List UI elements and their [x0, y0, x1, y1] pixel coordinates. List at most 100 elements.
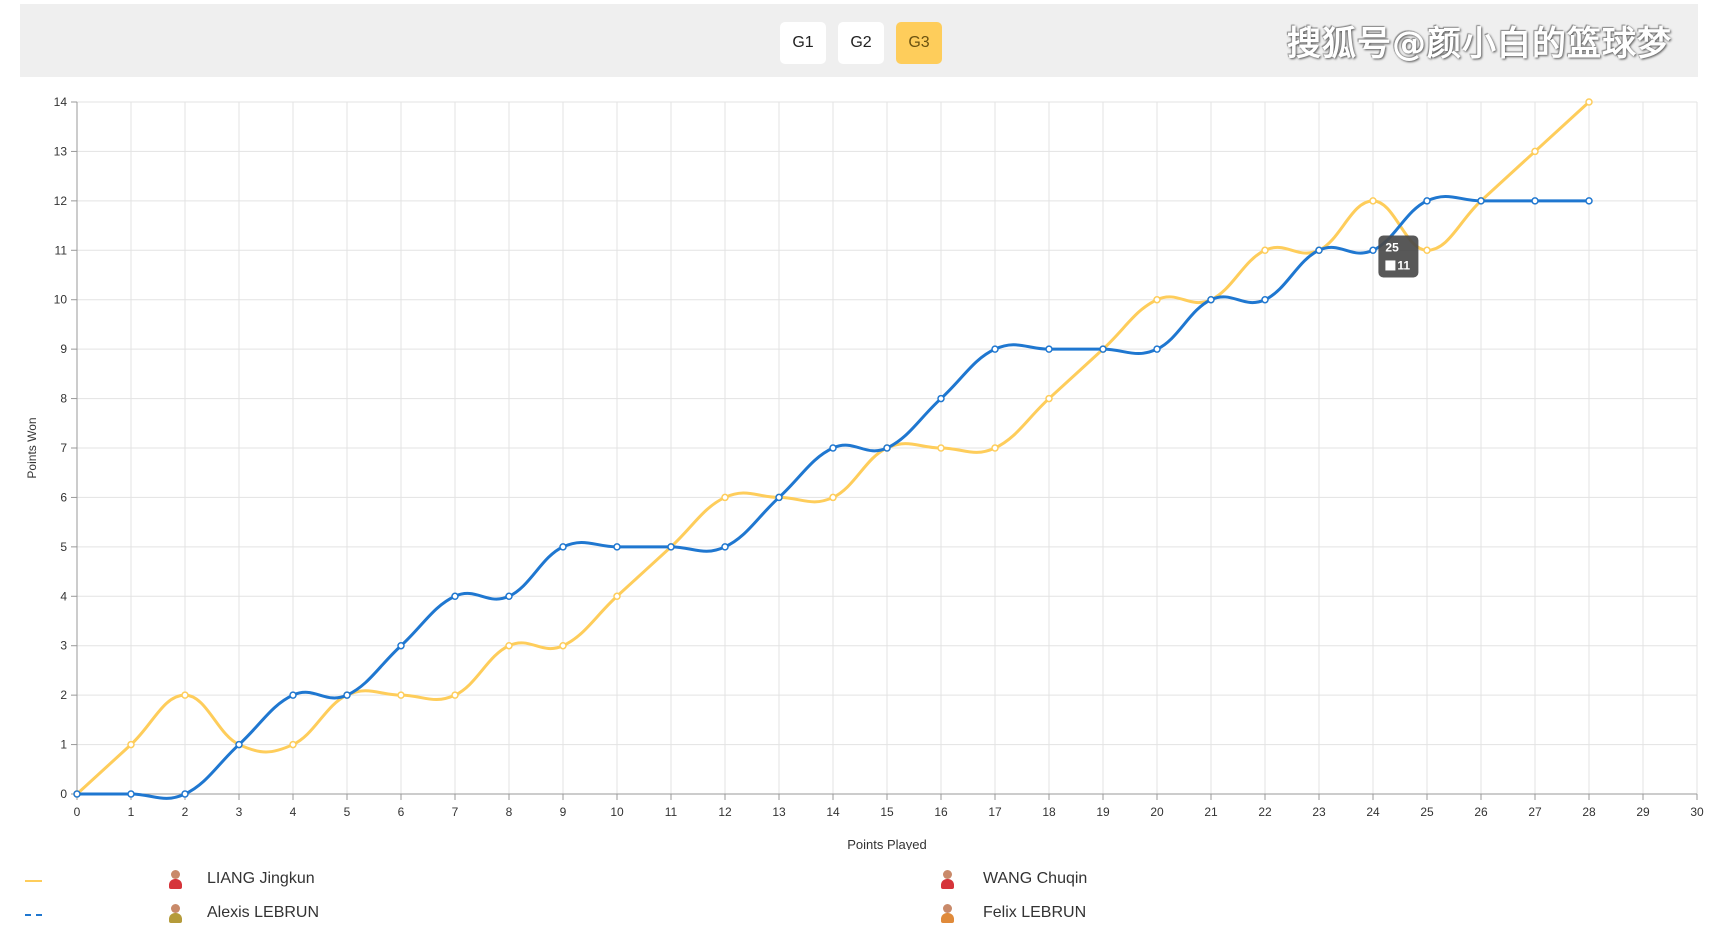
y-tick-label: 11: [55, 243, 68, 257]
series-point-0: [181, 691, 189, 699]
player-avatar-icon: [168, 870, 182, 890]
game-selector-bar: G1 G2 G3 搜狐号@颜小白的篮球梦: [20, 4, 1698, 77]
y-tick-label: 2: [60, 688, 67, 702]
legend-player-felix: Felix LEBRUN: [983, 904, 1087, 921]
x-tick-label: 10: [610, 805, 624, 819]
series-point-1: [181, 790, 189, 798]
series-point-1: [1531, 197, 1539, 205]
legend-player-alexis: Alexis LEBRUN: [207, 904, 320, 921]
series-point-0: [127, 740, 135, 749]
x-tick-label: 26: [1474, 805, 1488, 819]
x-tick-label: 22: [1258, 805, 1272, 819]
series-point-1: [1315, 246, 1323, 255]
series-point-0: [991, 444, 999, 452]
x-tick-label: 0: [74, 805, 81, 819]
y-tick-label: 8: [60, 392, 67, 406]
series-point-1: [1585, 197, 1593, 205]
series-point-0: [1423, 246, 1431, 255]
series-point-1: [559, 543, 567, 551]
y-tick-label: 0: [60, 787, 67, 801]
series-point-1: [991, 345, 999, 353]
x-tick-label: 23: [1312, 805, 1326, 819]
x-tick-label: 2: [182, 805, 189, 819]
series-point-1: [343, 691, 351, 699]
series-point-0: [613, 592, 621, 601]
x-tick-label: 3: [236, 805, 243, 819]
x-tick-label: 28: [1582, 805, 1596, 819]
series-point-1: [1369, 246, 1377, 255]
series-point-0: [397, 691, 405, 699]
tooltip-value: 11: [1397, 258, 1410, 272]
series-line-0: [75, 100, 1591, 796]
series-point-1: [127, 790, 135, 798]
legend-player-wang: WANG Chuqin: [983, 870, 1088, 887]
series-point-1: [1477, 197, 1485, 205]
x-tick-label: 25: [1420, 805, 1434, 819]
series-point-1: [1207, 295, 1215, 304]
series-point-0: [289, 740, 297, 749]
y-tick-label: 3: [60, 639, 67, 653]
player-avatar-icon: [940, 904, 954, 924]
x-tick-label: 27: [1528, 805, 1542, 819]
chart-axes: 0 1 2 3 4 5 6 7 8 9 10 11 12 13 14 15 16 17 18 19 20 21 22 23 24…: [54, 95, 1704, 819]
series-point-1: [505, 592, 513, 601]
series-point-0: [451, 691, 459, 699]
y-tick-label: 5: [60, 540, 67, 554]
player-avatar-icon: [168, 904, 182, 924]
watermark: 搜狐号@颜小白的篮球梦: [1287, 24, 1672, 64]
series-point-0: [1585, 98, 1593, 106]
series-point-0: [1369, 197, 1377, 205]
series-point-0: [721, 493, 729, 502]
x-tick-label: 15: [880, 805, 894, 819]
x-tick-label: 29: [1636, 805, 1650, 819]
y-tick-label: 4: [60, 589, 67, 603]
x-tick-label: 7: [452, 805, 459, 819]
series-point-1: [73, 790, 81, 798]
series-point-1: [721, 543, 729, 551]
series-point-1: [289, 691, 297, 699]
y-tick-label: 6: [60, 490, 67, 504]
x-tick-label: 1: [128, 805, 135, 819]
tab-g3[interactable]: G3: [896, 22, 942, 64]
x-tick-label: 6: [398, 805, 405, 819]
y-axis-label: Points Won: [25, 417, 39, 478]
tooltip-title: 25: [1385, 240, 1399, 254]
series-point-1: [1045, 345, 1053, 353]
chart-grid: [76, 101, 1698, 795]
x-tick-label: 13: [772, 805, 786, 819]
x-tick-label: 21: [1204, 805, 1218, 819]
series-point-1: [667, 543, 675, 551]
x-tick-label: 8: [506, 805, 513, 819]
y-tick-label: 14: [54, 95, 68, 109]
y-tick-label: 13: [54, 144, 68, 158]
series-point-1: [1099, 345, 1107, 353]
x-tick-label: 5: [344, 805, 351, 819]
series-point-0: [937, 444, 945, 452]
tooltip-swatch: [1385, 260, 1396, 271]
y-tick-label: 10: [54, 293, 68, 307]
x-tick-label: 19: [1096, 805, 1110, 819]
player-avatar-icon: [940, 870, 954, 890]
tab-g1[interactable]: G1: [780, 22, 826, 64]
x-tick-label: 18: [1042, 805, 1056, 819]
series-point-1: [1261, 295, 1269, 304]
series-point-0: [559, 641, 567, 650]
tab-g2[interactable]: G2: [838, 22, 884, 64]
x-tick-label: 12: [718, 805, 732, 819]
y-tick-label: 7: [60, 441, 67, 455]
y-tick-label: 1: [60, 738, 67, 752]
series-point-0: [1153, 295, 1161, 304]
series-point-1: [235, 740, 243, 749]
x-tick-label: 30: [1690, 805, 1704, 819]
y-tick-label: 9: [60, 342, 67, 356]
x-tick-label: 11: [665, 805, 678, 819]
series-point-1: [613, 543, 621, 551]
series-point-1: [451, 592, 459, 601]
x-tick-label: 4: [290, 805, 297, 819]
x-axis-label: Points Played: [847, 837, 927, 850]
series-point-1: [937, 394, 945, 403]
line-chart: 0 1 2 3 4 5 6 7 8 9 10 11 12 13 14 15 16 17 18 19 20 21 22 23 24…: [25, 95, 1704, 850]
series-point-0: [1531, 147, 1539, 156]
legend-swatch-line: [25, 880, 42, 882]
chart-tooltip: 25 11: [1378, 235, 1419, 278]
